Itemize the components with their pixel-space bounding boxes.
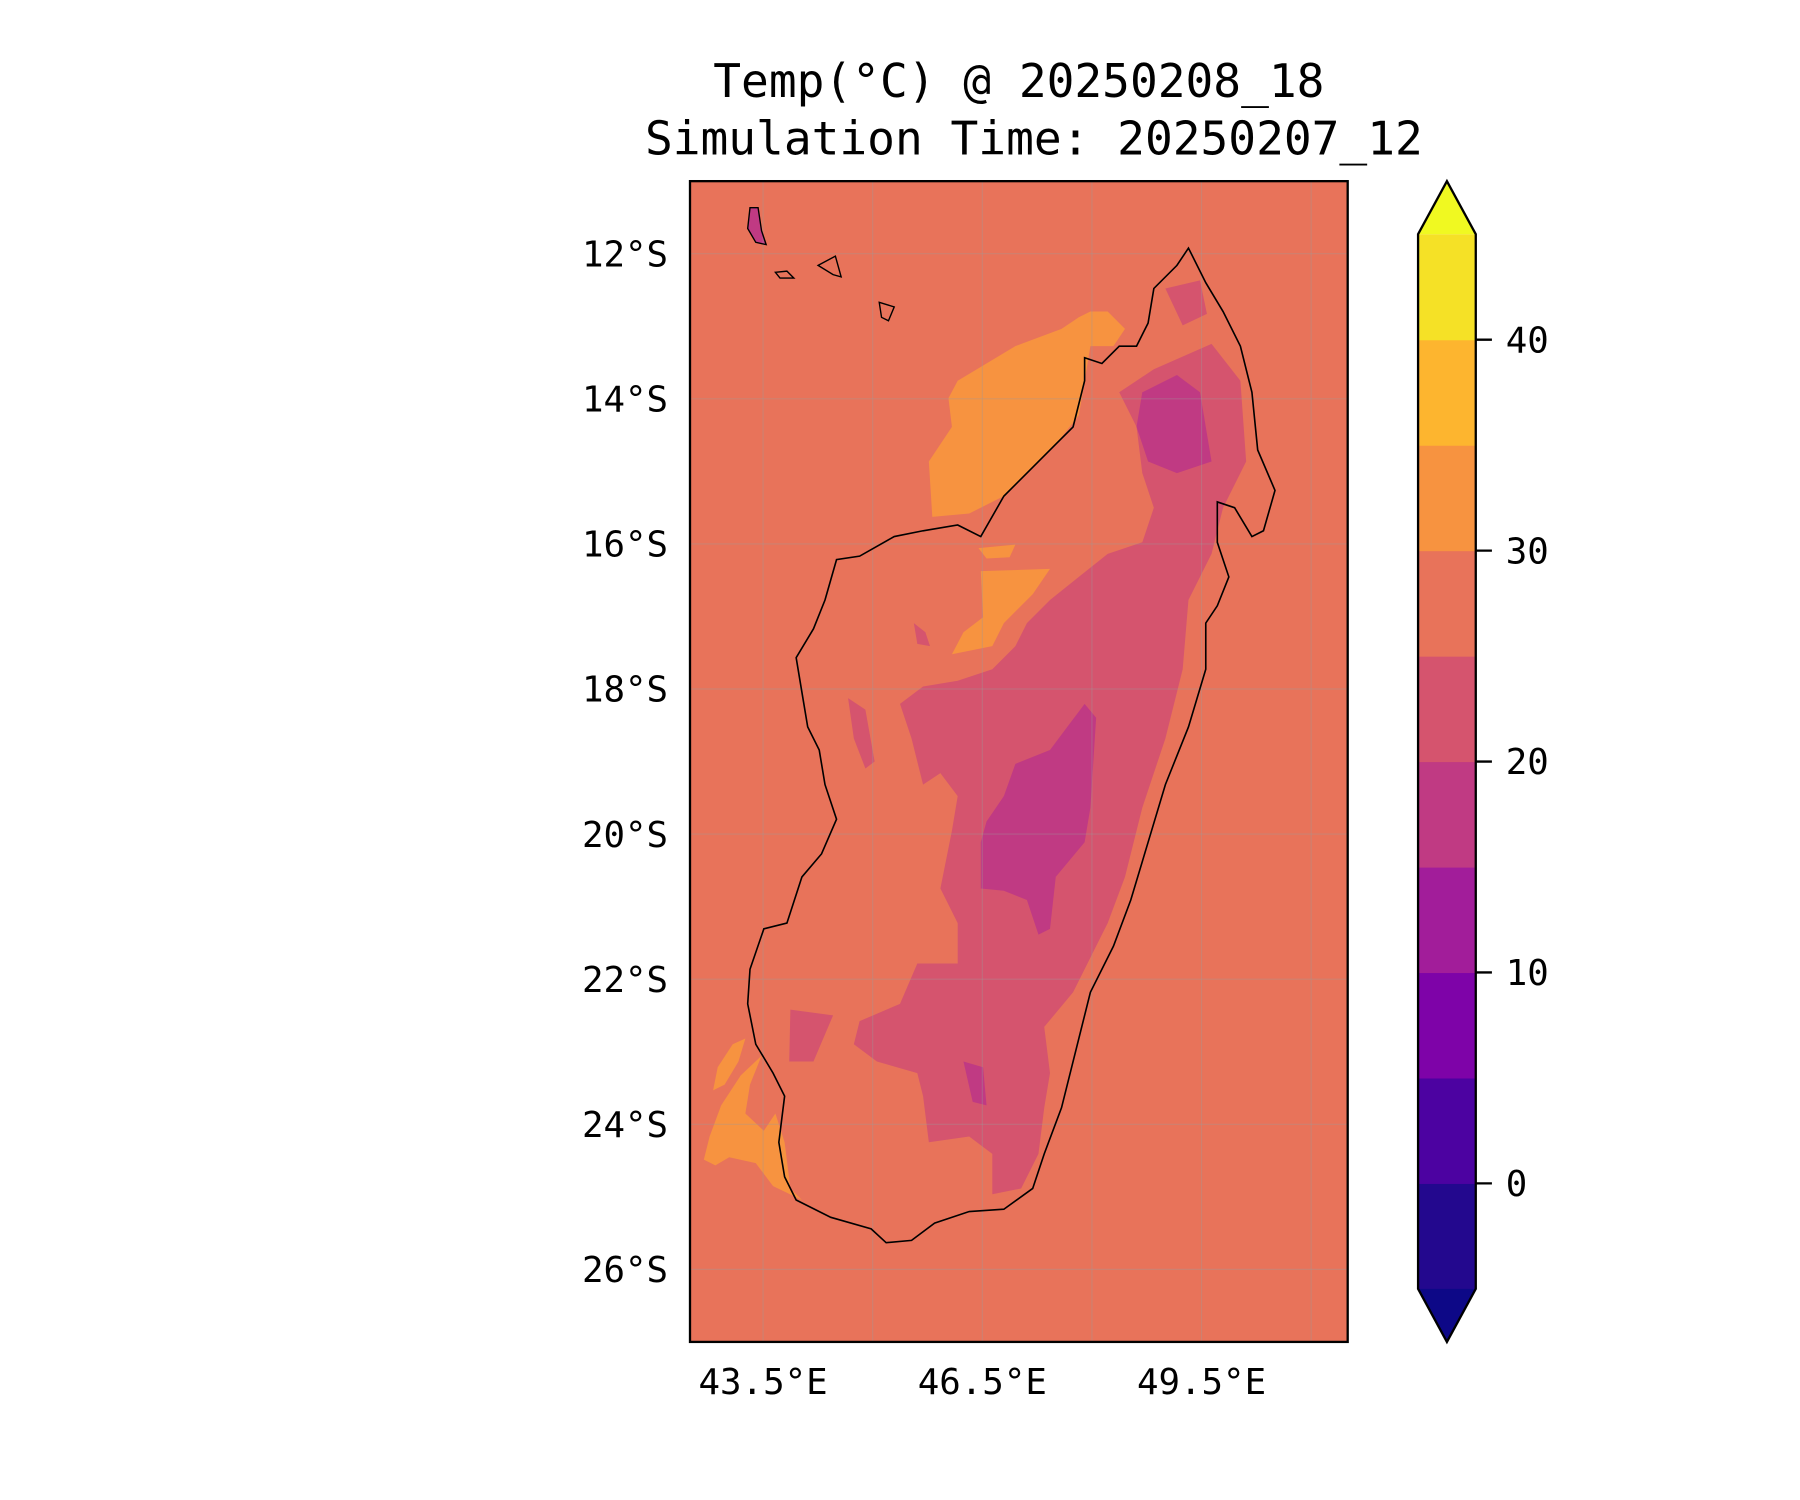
comoro-island-grande bbox=[746, 207, 768, 246]
comoro-island-moheli bbox=[774, 270, 796, 279]
contour-20-25-west-a bbox=[848, 698, 875, 769]
contour-30-35-west bbox=[951, 568, 1050, 655]
colorbar-bin bbox=[1418, 1183, 1476, 1290]
contour-20-25-west-c bbox=[913, 623, 930, 647]
colorbar-tick-label: 40 bbox=[1506, 320, 1549, 361]
y-tick-label: 24°S bbox=[582, 1105, 668, 1146]
colorbar-bin bbox=[1418, 550, 1476, 657]
colorbar-bin bbox=[1418, 972, 1476, 1079]
y-tick-label: 20°S bbox=[582, 815, 668, 856]
contour-15-20-north bbox=[1136, 375, 1212, 474]
y-tick-label: 14°S bbox=[582, 379, 668, 420]
colorbar-bin bbox=[1418, 867, 1476, 974]
y-tick-label: 12°S bbox=[582, 234, 668, 275]
y-tick-label: 22°S bbox=[582, 960, 668, 1001]
colorbar-outline bbox=[1416, 178, 1477, 1345]
colorbar-bin bbox=[1418, 445, 1476, 552]
y-tick-label: 26°S bbox=[582, 1250, 668, 1291]
x-tick-label: 46.5°E bbox=[918, 1362, 1047, 1403]
colorbar-tick-label: 20 bbox=[1506, 742, 1549, 783]
contour-30-35-southwest bbox=[703, 1055, 802, 1200]
colorbar-bin bbox=[1418, 1077, 1476, 1184]
map-frame bbox=[688, 179, 1349, 1344]
colorbar-bin bbox=[1418, 339, 1476, 446]
mayotte-island bbox=[878, 301, 896, 322]
contour-30-35-southwest-b bbox=[713, 1038, 746, 1091]
y-axis-ticks: 12°S 14°S 16°S 18°S 20°S 22°S 24°S 26°S bbox=[582, 234, 668, 1291]
contour-20-25-west-b bbox=[789, 1009, 834, 1062]
x-tick-label: 43.5°E bbox=[699, 1362, 828, 1403]
x-tick-label: 49.5°E bbox=[1137, 1362, 1266, 1403]
colorbar-over-extension bbox=[1418, 181, 1476, 235]
colorbar-bin bbox=[1418, 234, 1476, 341]
colorbar-bin bbox=[1418, 761, 1476, 868]
map-axes: 12°S14°S16°S18°S20°S22°S24°S26°S 43.5°E 4… bbox=[582, 179, 1349, 1403]
y-tick-label: 16°S bbox=[582, 525, 668, 566]
gridlines bbox=[689, 181, 1348, 1342]
colorbar-under-extension bbox=[1418, 1288, 1476, 1342]
colorbar-bin bbox=[1418, 656, 1476, 763]
contour-30-35-west-b bbox=[978, 544, 1016, 559]
contour-30-35-northwest bbox=[928, 311, 1125, 517]
contour-20-25-north-tip bbox=[1165, 280, 1207, 326]
colorbar-tick-label: 30 bbox=[1506, 531, 1549, 572]
chart-title-line2: Simulation Time: 20250207_12 bbox=[645, 112, 1423, 166]
x-axis-ticks: 43.5°E 46.5°E 49.5°E bbox=[699, 1362, 1267, 1403]
chart-title-line1: Temp(°C) @ 20250208_18 bbox=[713, 54, 1324, 108]
madagascar-coastline bbox=[746, 246, 1276, 1244]
colorbar: 0 10 20 30 40 bbox=[1416, 178, 1549, 1345]
y-tick-label: 18°S bbox=[582, 670, 668, 711]
contour-15-20-south bbox=[963, 1061, 987, 1106]
colorbar-tick-label: 0 bbox=[1506, 1164, 1528, 1205]
comoro-island-anjouan bbox=[816, 255, 843, 278]
colorbar-tick-label: 10 bbox=[1506, 953, 1549, 994]
contour-15-20-central bbox=[980, 703, 1097, 935]
